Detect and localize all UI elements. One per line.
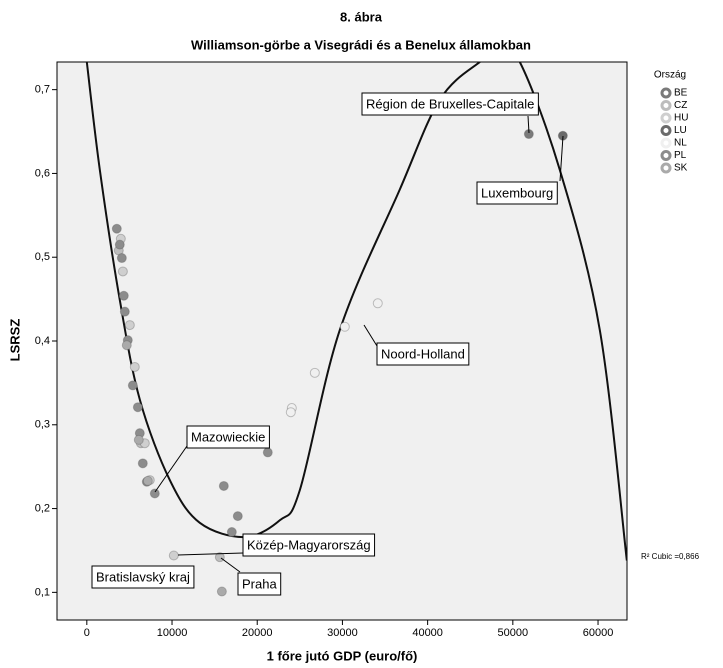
y-tick-label: 0,3 [35, 419, 50, 431]
x-tick-label: 20000 [242, 627, 273, 639]
leader-line [559, 135, 564, 182]
point [111, 223, 122, 234]
point [218, 480, 229, 491]
point [142, 475, 153, 486]
legend-label: CZ [674, 100, 687, 111]
x-tick-label: 0 [84, 627, 90, 639]
point [116, 253, 127, 264]
y-tick-label: 0,2 [35, 502, 50, 514]
annotation-box [476, 181, 558, 205]
point [226, 527, 237, 538]
point [309, 367, 320, 378]
point [216, 586, 227, 597]
legend-marker [660, 112, 672, 124]
annotation: Bratislavský kraj [96, 569, 190, 584]
point [119, 306, 130, 317]
legend-label: LU [674, 125, 687, 136]
plot-area [56, 61, 628, 621]
annotation-box [242, 533, 376, 557]
annotation-box [361, 92, 539, 116]
leader-line [220, 557, 241, 573]
point [262, 447, 273, 458]
point [137, 458, 148, 469]
point [149, 488, 160, 499]
point [214, 552, 225, 563]
legend-marker [660, 87, 672, 99]
x-axis-label: 1 főre jutó GDP (euro/fő) [267, 648, 418, 663]
annotation-box [91, 565, 195, 589]
point [285, 407, 296, 418]
chart-subtitle: Williamson-görbe a Visegrádi és a Benelu… [191, 37, 531, 52]
point [114, 239, 125, 250]
legend-marker [660, 162, 672, 174]
x-tick-label: 10000 [157, 627, 188, 639]
leader-line [527, 115, 530, 134]
y-tick-label: 0,5 [35, 251, 50, 263]
legend-marker [660, 100, 672, 111]
x-tick-label: 50000 [498, 627, 529, 639]
chart-title: 8. ábra [340, 9, 383, 24]
x-tick-label: 60000 [583, 627, 614, 639]
legend-label: PL [674, 150, 687, 161]
plot-layer [85, 62, 627, 597]
x-tick-label: 30000 [327, 627, 358, 639]
annotation-box [186, 425, 270, 449]
x-tick-label: 40000 [412, 627, 443, 639]
y-tick-label: 0,7 [35, 84, 50, 96]
point [117, 266, 128, 277]
y-tick-label: 0,6 [35, 167, 50, 179]
legend-marker [660, 125, 672, 136]
leader-line [363, 324, 378, 347]
legend-label: HU [674, 113, 688, 124]
legend-label: NL [674, 138, 687, 149]
point [132, 402, 143, 413]
y-axis-label: LSRSZ [7, 319, 22, 362]
legend-label: SK [674, 163, 688, 174]
point [124, 320, 135, 331]
annotation-box [376, 342, 470, 366]
point [127, 380, 138, 391]
legend-label: BE [674, 88, 688, 99]
point [129, 361, 140, 372]
annotation: Luxembourg [481, 185, 553, 200]
point [133, 434, 144, 445]
fit-label: R² Cubic =0,866 [641, 552, 700, 561]
point [232, 511, 243, 522]
point [118, 290, 129, 301]
annotation: Noord-Holland [381, 346, 465, 361]
legend-marker [660, 150, 672, 161]
point [168, 550, 179, 561]
annotation: Közép-Magyarország [247, 537, 371, 552]
annotation: Praha [242, 576, 277, 591]
legend-marker [660, 137, 672, 149]
legend-title: Ország [654, 70, 686, 81]
y-tick-label: 0,4 [35, 335, 50, 347]
annotation: Mazowieckie [191, 429, 265, 444]
point [339, 321, 350, 332]
y-tick-label: 0,1 [35, 586, 50, 598]
leader-line [177, 552, 244, 556]
leader-line [154, 445, 188, 493]
point [372, 298, 383, 309]
annotation-box [237, 572, 282, 596]
point [121, 340, 132, 351]
annotation: Région de Bruxelles-Capitale [366, 96, 534, 111]
